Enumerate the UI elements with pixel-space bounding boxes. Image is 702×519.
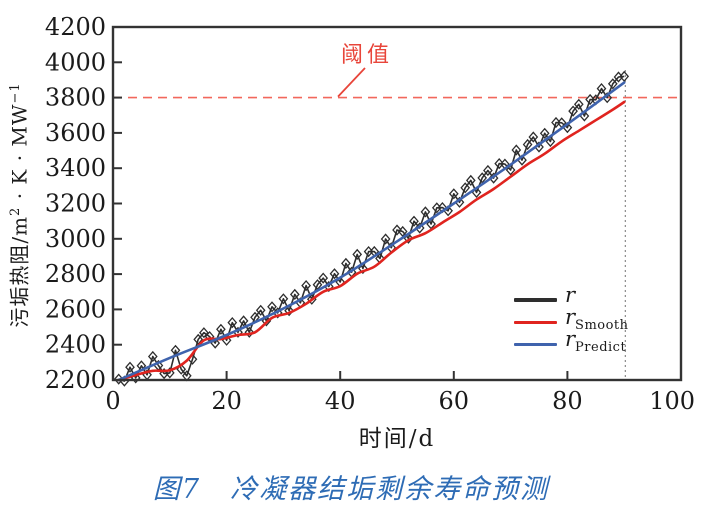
threshold-leader-line xyxy=(337,67,366,98)
y-tick-label: 2200 xyxy=(45,366,106,394)
legend-line-r xyxy=(514,298,557,302)
y-axis-label-text: 污垢热阻/m xyxy=(7,215,32,328)
x-tick-label: 0 xyxy=(105,387,120,415)
x-tick-label: 40 xyxy=(325,387,356,415)
series-r-predict-line xyxy=(117,81,626,382)
plot-area: 0 20 40 60 80 100 2200 2400 2600 2800 3000 3200 3400… xyxy=(45,13,695,415)
x-tick-label: 20 xyxy=(211,387,242,415)
y-axis-label-sup-2: 2 xyxy=(7,206,23,216)
figure-caption: 图7 冷凝器结垢剩余寿命预测 xyxy=(152,474,550,505)
y-tick-label: 4200 xyxy=(45,13,106,41)
y-tick-label: 2600 xyxy=(45,295,106,323)
y-tick-label: 4000 xyxy=(45,48,106,76)
legend-item-r-smooth: rSmooth xyxy=(514,307,629,334)
y-tick-label: 3000 xyxy=(45,225,106,253)
legend-label-r: r xyxy=(565,283,576,308)
x-axis-label: 时间/d xyxy=(358,426,436,452)
x-tick-label: 60 xyxy=(439,387,470,415)
legend: r rSmooth rPredict xyxy=(514,285,629,356)
legend-label-r-predict: rPredict xyxy=(565,327,627,356)
y-tick-label: 3400 xyxy=(45,154,106,182)
y-tick-label: 3600 xyxy=(45,119,106,147)
legend-line-r-predict xyxy=(514,342,557,346)
y-axis-label-text2: · K · MW xyxy=(7,103,32,207)
y-tick-label: 2800 xyxy=(45,260,106,288)
legend-item-r: r xyxy=(514,285,629,311)
y-tick-label: 3800 xyxy=(45,84,106,112)
y-tick-label: 2400 xyxy=(45,331,106,359)
y-axis-label: 污垢热阻/m2 · K · MW−1 xyxy=(4,82,33,327)
series-r-smooth-line xyxy=(117,100,626,382)
y-tick-label: 3200 xyxy=(45,190,106,218)
threshold-label: 阈值 xyxy=(341,43,394,68)
legend-item-r-predict: rPredict xyxy=(514,329,629,356)
legend-line-r-smooth xyxy=(514,320,557,324)
x-tick-label: 100 xyxy=(649,387,695,415)
legend-label-r-smooth: rSmooth xyxy=(565,305,629,334)
y-axis-label-sup-minus1: −1 xyxy=(7,82,23,104)
x-tick-label: 80 xyxy=(552,387,583,415)
